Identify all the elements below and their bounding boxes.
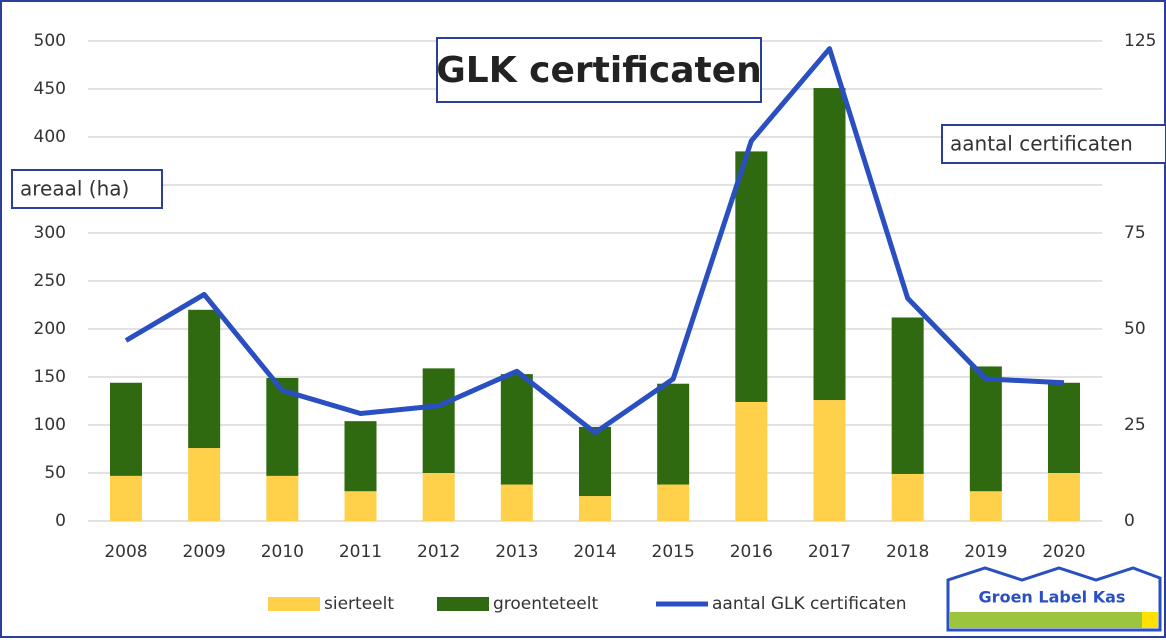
line bbox=[124, 46, 1065, 436]
bar bbox=[813, 400, 846, 521]
legend-label: aantal GLK certificaten bbox=[712, 594, 907, 614]
bar bbox=[266, 475, 299, 521]
bar bbox=[344, 491, 377, 521]
bar bbox=[188, 309, 221, 449]
logo-bar bbox=[950, 612, 1142, 628]
x-tick-label: 2012 bbox=[417, 542, 460, 562]
x-tick-label: 2013 bbox=[495, 542, 538, 562]
legend-swatch bbox=[268, 597, 320, 611]
bar bbox=[1048, 382, 1080, 473]
bar bbox=[500, 484, 533, 521]
legend-label: groenteteelt bbox=[493, 594, 598, 614]
y-tick-label: 500 bbox=[34, 31, 66, 51]
y-tick-label: 0 bbox=[55, 511, 66, 531]
logo-text: Groen Label Kas bbox=[979, 588, 1126, 607]
bar bbox=[579, 426, 611, 497]
legend: sierteelt groenteteelt aantal GLK certific… bbox=[268, 594, 907, 614]
y-tick-label: 450 bbox=[34, 79, 66, 99]
y2-tick-label: 25 bbox=[1124, 415, 1146, 435]
y2-tick-label: 0 bbox=[1124, 511, 1135, 531]
bars bbox=[110, 88, 1080, 521]
bar bbox=[344, 421, 377, 492]
bar bbox=[110, 475, 142, 521]
title-box bbox=[436, 37, 762, 103]
legend-swatch bbox=[437, 597, 489, 611]
y-tick-label: 150 bbox=[34, 367, 66, 387]
chart-title: GLK certificaten bbox=[436, 50, 762, 91]
x-tick-label: 2008 bbox=[104, 542, 147, 562]
legend-label: sierteelt bbox=[324, 594, 394, 614]
x-tick-label: 2014 bbox=[573, 542, 616, 562]
bar bbox=[969, 491, 1002, 521]
bar bbox=[735, 401, 768, 521]
lines bbox=[124, 46, 1065, 436]
bar bbox=[657, 484, 690, 521]
labels: 0501001502002503003504004505000255075100… bbox=[34, 31, 1157, 562]
y-axis-label: areaal (ha) bbox=[20, 177, 129, 201]
bar bbox=[422, 368, 455, 473]
y-tick-label: 100 bbox=[34, 415, 66, 435]
x-tick-label: 2009 bbox=[183, 542, 226, 562]
x-tick-label: 2018 bbox=[886, 542, 929, 562]
bar bbox=[188, 448, 221, 521]
x-tick-label: 2017 bbox=[808, 542, 851, 562]
y-tick-label: 400 bbox=[34, 127, 66, 147]
y2-label-box bbox=[941, 124, 1166, 164]
y-tick-label: 200 bbox=[34, 319, 66, 339]
logo: Groen Label Kas bbox=[946, 566, 1162, 632]
y2-tick-label: 50 bbox=[1124, 319, 1146, 339]
bar bbox=[1048, 473, 1080, 521]
x-tick-label: 2016 bbox=[730, 542, 773, 562]
y2-tick-label: 75 bbox=[1124, 223, 1146, 243]
y-tick-label: 300 bbox=[34, 223, 66, 243]
bar bbox=[422, 473, 455, 521]
y-label-box bbox=[11, 169, 163, 209]
y2-axis-label: aantal certificaten bbox=[950, 132, 1133, 156]
bar bbox=[500, 374, 533, 485]
x-tick-label: 2015 bbox=[652, 542, 695, 562]
bar bbox=[969, 366, 1002, 492]
bar bbox=[891, 473, 924, 521]
x-tick-label: 2010 bbox=[261, 542, 304, 562]
logo-bar-accent bbox=[1142, 612, 1158, 628]
bar bbox=[657, 383, 690, 485]
y2-tick-label: 125 bbox=[1124, 31, 1156, 51]
y-tick-label: 250 bbox=[34, 271, 66, 291]
bar bbox=[110, 382, 142, 476]
x-tick-label: 2019 bbox=[964, 542, 1007, 562]
bar bbox=[891, 317, 924, 474]
x-tick-label: 2011 bbox=[339, 542, 382, 562]
bar bbox=[579, 496, 611, 521]
x-tick-label: 2020 bbox=[1042, 542, 1085, 562]
bar bbox=[813, 88, 846, 401]
bar bbox=[735, 151, 768, 402]
y-tick-label: 50 bbox=[44, 463, 66, 483]
